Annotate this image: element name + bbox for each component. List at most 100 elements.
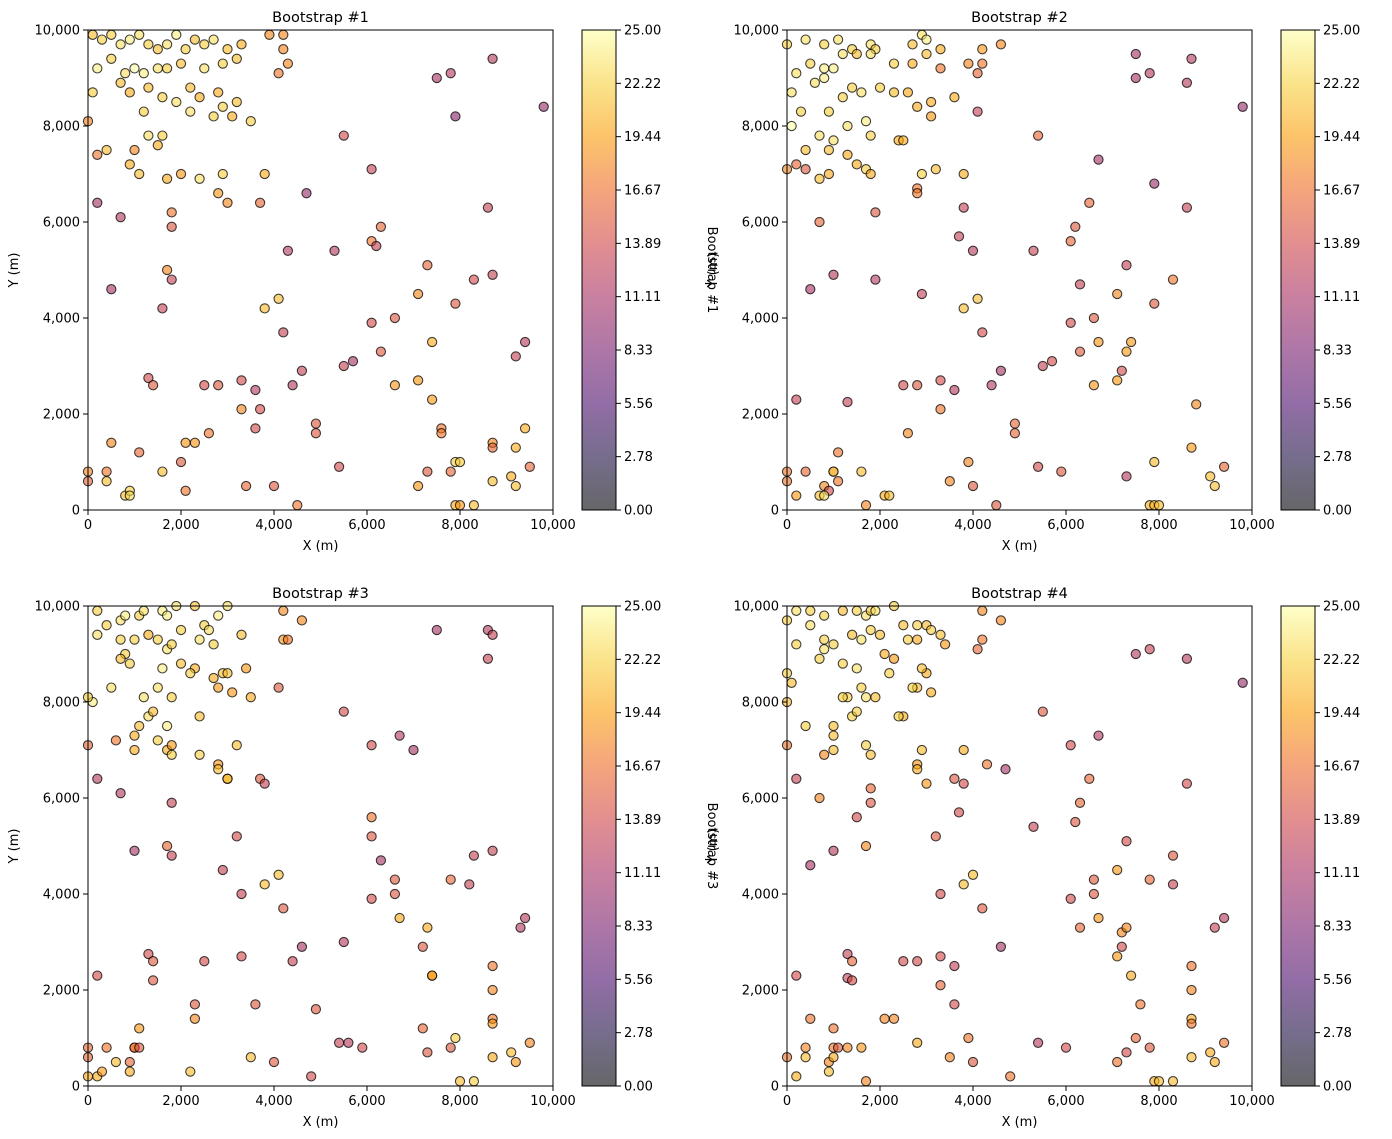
data-point (828, 63, 839, 74)
data-point (1181, 778, 1193, 789)
data-point (814, 792, 825, 804)
data-point (161, 840, 173, 852)
data-point (282, 245, 294, 256)
data-point (147, 956, 159, 967)
data-point (366, 317, 377, 328)
data-point (1065, 740, 1076, 751)
data-point (487, 984, 498, 996)
data-point (1112, 288, 1123, 300)
data-point (1121, 346, 1132, 357)
data-point (310, 428, 322, 439)
data-point (231, 96, 242, 108)
data-point (972, 68, 983, 79)
data-point (506, 1047, 517, 1058)
data-point (101, 620, 112, 631)
data-point (912, 620, 923, 631)
data-point (208, 111, 219, 122)
data-point (487, 442, 498, 453)
data-point (860, 740, 872, 751)
data-point (236, 888, 247, 900)
data-point (110, 735, 122, 746)
data-point (124, 87, 135, 98)
data-point (482, 202, 494, 213)
data-point (791, 773, 802, 784)
data-point (898, 620, 909, 631)
data-point (194, 173, 205, 184)
data-point (152, 44, 163, 55)
data-point (115, 634, 126, 645)
data-point (306, 1071, 317, 1082)
data-point (394, 730, 405, 741)
data-point (963, 1032, 974, 1044)
data-point (935, 375, 946, 386)
data-point (245, 1052, 256, 1063)
x-tick-label: 10,000 (530, 1094, 576, 1109)
data-point (791, 68, 802, 79)
data-point (120, 68, 131, 79)
x-tick-label: 8,000 (1140, 1094, 1177, 1109)
data-point (865, 797, 876, 808)
data-point (865, 783, 876, 794)
colorbar-tick-label: 5.56 (1323, 973, 1352, 988)
data-point (870, 207, 881, 218)
data-point (846, 975, 858, 986)
data-point (208, 34, 219, 45)
data-point (874, 82, 886, 93)
data-point (375, 221, 387, 232)
data-point (101, 1042, 112, 1053)
x-tick-label: 10,000 (1229, 1094, 1275, 1109)
data-point (87, 29, 98, 40)
data-point (814, 130, 825, 141)
data-point (106, 682, 117, 693)
data-point (203, 428, 215, 439)
data-point (1065, 236, 1076, 247)
data-point (828, 845, 839, 856)
data-point (1056, 466, 1067, 477)
data-point (972, 106, 983, 117)
data-point (1144, 68, 1155, 79)
data-point (366, 812, 377, 823)
data-point (786, 120, 797, 132)
data-point (227, 687, 238, 698)
data-point (856, 466, 867, 477)
data-point (832, 476, 844, 487)
data-point (837, 658, 848, 669)
data-point (408, 744, 419, 756)
x-tick-label: 4,000 (255, 1094, 292, 1109)
data-point (1218, 461, 1230, 472)
data-point (143, 39, 154, 50)
y-tick-label: 0 (771, 504, 779, 519)
data-point (259, 879, 270, 890)
data-point (1153, 1076, 1165, 1087)
data-point (138, 106, 149, 117)
data-point (819, 634, 830, 645)
data-point (101, 144, 112, 156)
data-point (1032, 461, 1044, 472)
data-point (1149, 178, 1160, 189)
data-point (949, 92, 960, 103)
y-tick-label: 0 (72, 504, 80, 519)
data-point (805, 620, 816, 631)
data-point (870, 274, 881, 285)
scatter-panel-1: Bootstrap #1 0 2,000 4,000 6,000 8,000 10,000 0… (7, 10, 719, 554)
data-point (161, 173, 173, 184)
data-point (865, 749, 876, 760)
data-point (412, 480, 424, 492)
data-point (846, 629, 858, 640)
data-point (394, 912, 405, 924)
data-point (426, 394, 438, 405)
data-point (189, 34, 201, 45)
data-point (124, 1066, 135, 1077)
data-point (175, 624, 187, 636)
data-point (152, 63, 163, 74)
data-point (175, 168, 187, 180)
data-point (115, 39, 126, 50)
data-point (995, 941, 1007, 952)
y-axis-label: Y (m) (706, 253, 721, 289)
colorbar-tick-label: 22.22 (1323, 653, 1360, 668)
data-point (1009, 428, 1021, 439)
data-point (1112, 1056, 1123, 1068)
x-tick-label: 6,000 (1047, 1094, 1084, 1109)
data-point (805, 1013, 816, 1024)
data-point (1186, 442, 1197, 453)
